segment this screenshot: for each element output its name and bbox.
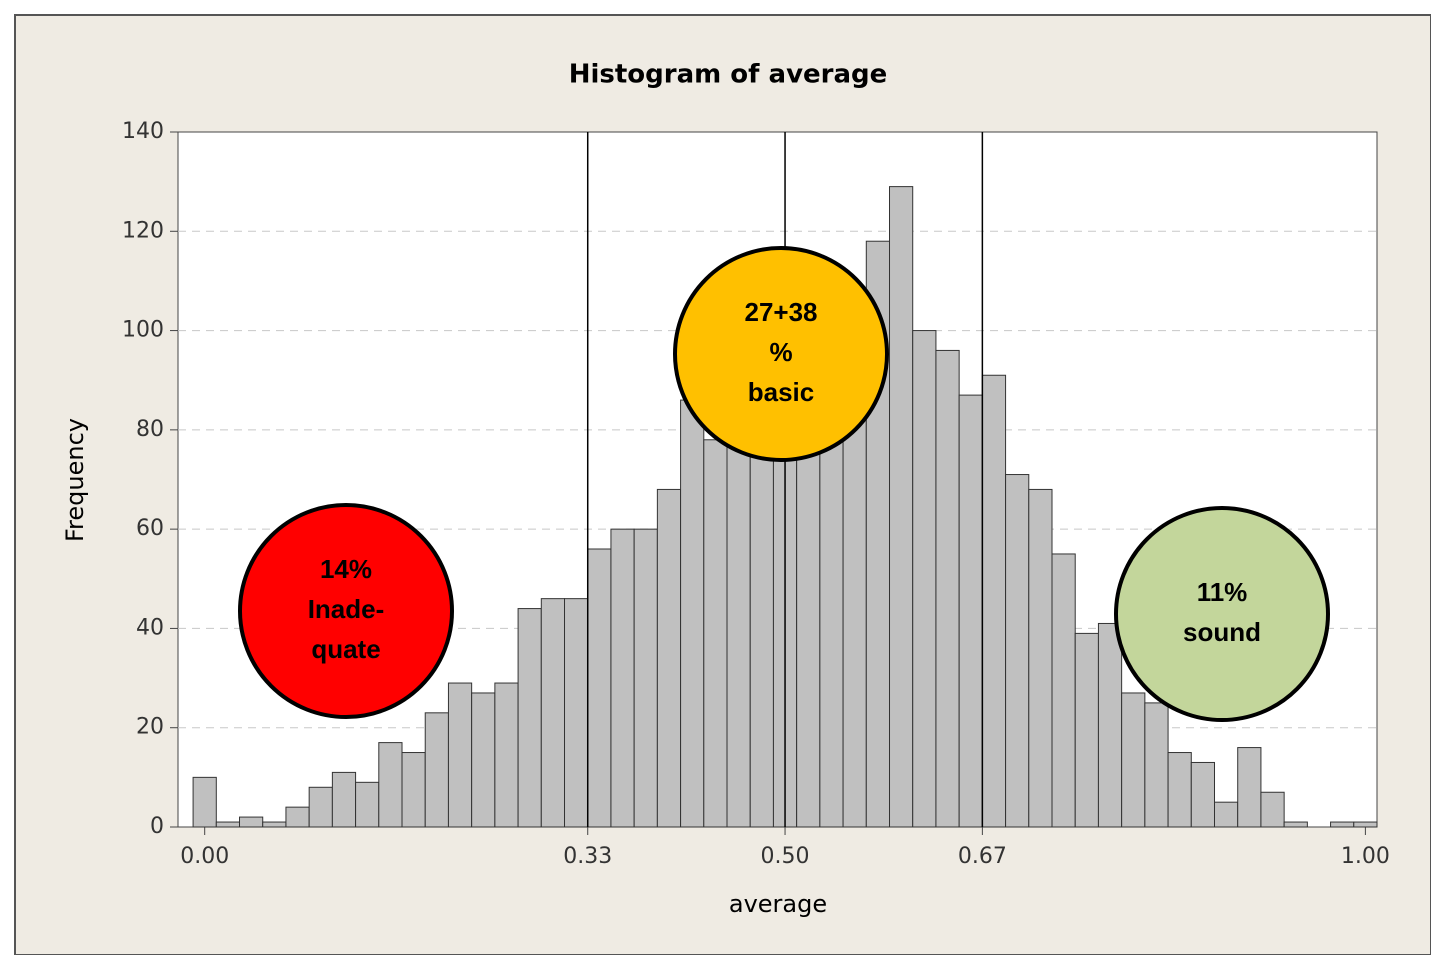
- annotation-text: %: [769, 337, 792, 367]
- y-tick-label: 20: [136, 715, 164, 740]
- bar: [471, 692, 496, 828]
- bar: [239, 816, 264, 828]
- x-tick-label: 0.33: [563, 844, 612, 869]
- annotation-text: 14%: [320, 554, 372, 584]
- annotation-text: 27+38: [744, 297, 817, 327]
- bar: [1005, 474, 1030, 828]
- bar: [401, 752, 426, 828]
- bar: [308, 786, 333, 828]
- bar: [378, 742, 403, 828]
- chart-title: Histogram of average: [569, 60, 888, 90]
- annotation-circle: [673, 246, 889, 462]
- bar: [215, 821, 241, 828]
- annotation-text: basic: [748, 377, 815, 407]
- bar: [494, 682, 519, 828]
- y-tick-label: 120: [122, 218, 164, 243]
- bar: [262, 821, 287, 828]
- bar: [1260, 791, 1285, 828]
- bar: [633, 528, 658, 828]
- bar: [564, 598, 589, 828]
- bar: [610, 528, 635, 828]
- bar: [331, 771, 357, 828]
- x-tick-label: 0.00: [180, 844, 229, 869]
- x-tick-label: 0.67: [958, 844, 1007, 869]
- bar: [935, 349, 960, 828]
- bar: [1353, 821, 1378, 828]
- bar: [1074, 632, 1099, 828]
- bar: [656, 488, 682, 828]
- y-tick-label: 100: [122, 318, 164, 343]
- bar: [1051, 553, 1076, 828]
- bar: [819, 409, 844, 828]
- bar: [517, 608, 542, 828]
- bar: [1190, 761, 1216, 828]
- bar: [796, 419, 821, 828]
- y-tick-label: 0: [150, 814, 164, 839]
- y-tick-label: 60: [136, 516, 164, 541]
- annotation-text: sound: [1183, 617, 1261, 647]
- bar: [981, 374, 1007, 828]
- y-tick-label: 80: [136, 417, 164, 442]
- y-axis-label: Frequency: [61, 418, 89, 542]
- bar: [889, 186, 914, 828]
- bar: [749, 409, 774, 828]
- bar: [192, 776, 217, 828]
- annotation-text: Inade-: [308, 594, 385, 624]
- y-tick-label: 140: [122, 119, 164, 144]
- bar: [1167, 752, 1192, 828]
- bar: [587, 548, 612, 828]
- annotation-circle: [238, 503, 454, 719]
- bar: [958, 394, 983, 828]
- bar: [285, 806, 310, 828]
- x-axis-label: average: [729, 890, 827, 918]
- bar: [912, 330, 937, 828]
- y-tick-label: 40: [136, 615, 164, 640]
- bar: [680, 399, 705, 828]
- bar: [1144, 702, 1169, 828]
- bar: [540, 598, 566, 828]
- bar: [355, 781, 380, 828]
- bar: [424, 712, 449, 828]
- bar: [1028, 488, 1053, 828]
- bar: [1097, 622, 1123, 828]
- bar: [1214, 801, 1239, 828]
- bar: [1283, 821, 1308, 828]
- bar: [447, 682, 473, 828]
- annotation-circle: [1114, 506, 1330, 722]
- bar: [1237, 747, 1262, 828]
- bar: [726, 429, 751, 828]
- x-tick-label: 1.00: [1341, 844, 1390, 869]
- bar: [1330, 821, 1355, 828]
- bar: [1121, 692, 1146, 828]
- annotation-text: quate: [311, 634, 380, 664]
- annotation-text: 11%: [1197, 577, 1248, 607]
- bar: [703, 439, 728, 828]
- x-tick-label: 0.50: [761, 844, 810, 869]
